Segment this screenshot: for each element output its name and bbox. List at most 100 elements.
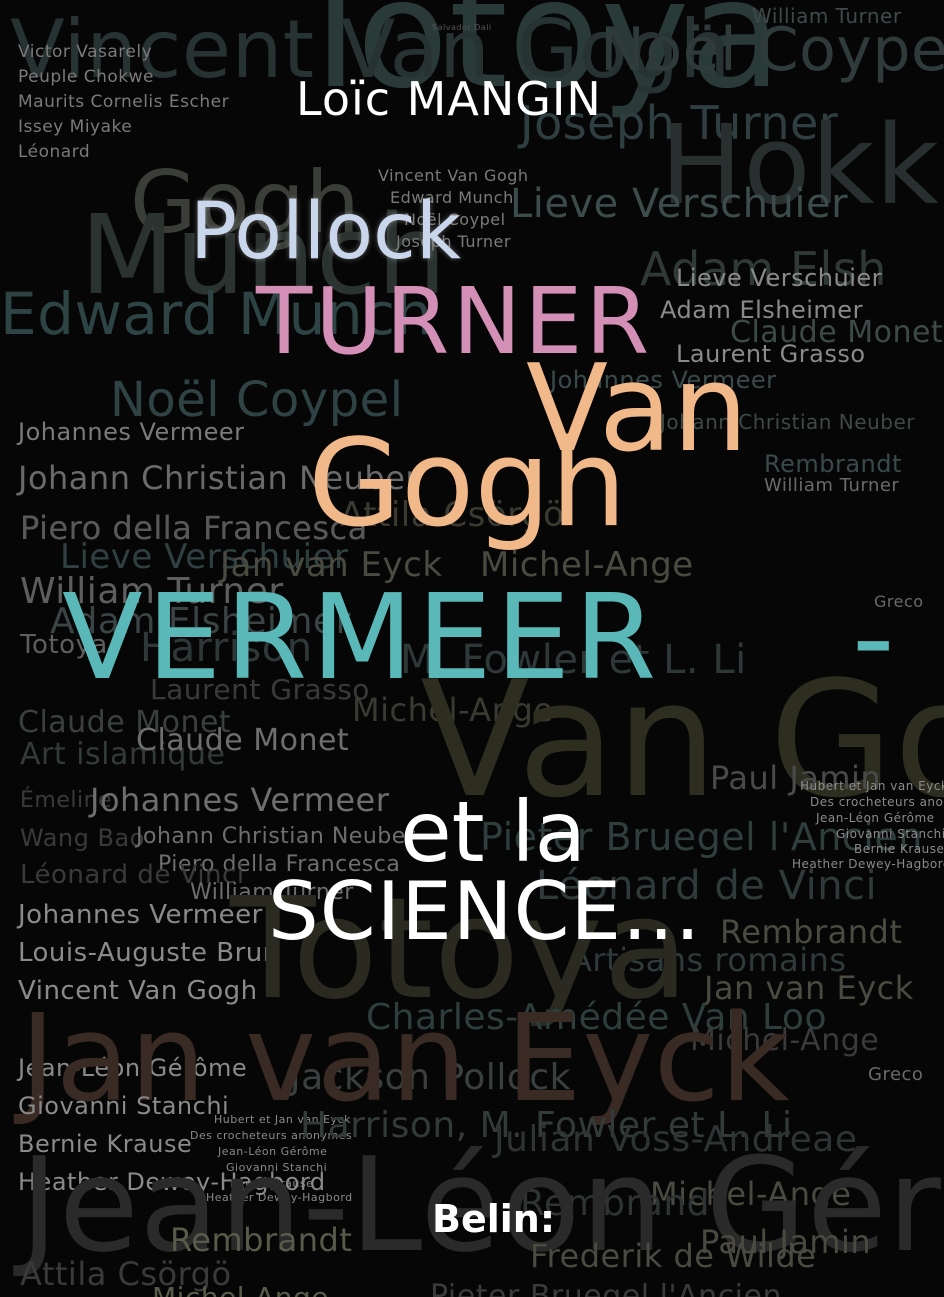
background-artist-name: Michel-Ange: [152, 1284, 329, 1297]
background-artist-name: Johannes Vermeer: [18, 900, 263, 930]
background-artist-name: Joseph Turner: [396, 232, 511, 251]
background-artist-name: Gogh: [130, 153, 361, 253]
title-gogh: Gogh: [308, 415, 627, 554]
background-artist-name: M. Fowler et L. Li: [400, 637, 747, 683]
background-artist-name: Hokkr: [660, 101, 944, 229]
background-artist-name: Wang Bao: [20, 824, 145, 852]
background-artist-name: Attila Csörgö: [20, 1255, 232, 1293]
background-artist-name: Lieve Verschuier: [510, 181, 849, 227]
background-artist-name: Jean-Léon Gérôme: [18, 1054, 248, 1082]
background-artist-name: William Turner: [752, 4, 902, 28]
subtitle-et-la: et la: [400, 783, 587, 881]
background-artist-name: Johann Christian Neuber: [18, 459, 420, 497]
background-artist-name: William Turner: [764, 475, 900, 496]
background-artist-name: Paul Jamin: [710, 759, 882, 797]
background-artist-name: Frederik de Wilde: [530, 1237, 817, 1275]
background-artist-name: Des crocheteurs anonymes: [190, 1129, 353, 1142]
background-artist-name: Van Gogh: [420, 646, 944, 833]
title-turner: TURNER: [256, 268, 653, 375]
background-artist-name: Noël Coypel: [110, 372, 404, 428]
background-artist-name: Art islamique: [20, 737, 226, 772]
background-artist-name: Adam Elsheimer: [50, 601, 351, 642]
background-artist-name: Johannes Vermeer: [90, 781, 390, 819]
background-artist-name: Harrison: [140, 625, 313, 671]
background-artist-name: Claude Monet: [18, 705, 232, 740]
background-artist-name: Hubert et Jan van Eyck: [214, 1113, 351, 1126]
background-artist-name: Noël Coypel: [404, 210, 506, 229]
background-artist-name: Laurent Grasso: [676, 340, 866, 368]
background-artist-name: Heather Dewey-Hagbord: [206, 1191, 353, 1204]
background-artist-name: Edward Munch: [390, 188, 514, 207]
background-artist-name: Issey Miyake: [18, 117, 133, 137]
background-artist-name: Pieter Bruegel l'Ancien: [430, 1279, 782, 1297]
background-artist-name: Salvador Dalí: [432, 23, 492, 32]
background-artist-name: Adam Elsheimer: [660, 296, 863, 324]
background-artist-name: Lieve Verschuier: [676, 264, 883, 292]
background-artist-name: Julian Voss-Andreae: [494, 1119, 858, 1160]
subtitle-science: SCIENCE...: [268, 865, 702, 958]
background-artist-name: Léonard de Vinci: [20, 860, 245, 890]
background-artist-name: Greco: [868, 1064, 924, 1085]
background-artist-name: Claude Monet: [136, 723, 350, 758]
background-artist-name: Heather Dewey-Hagbord: [792, 857, 944, 871]
background-artist-name: Rembrandt: [520, 1183, 725, 1224]
background-artist-name: Jean-Léon Gérôme: [20, 1129, 944, 1281]
background-artist-name: Jan van Eyck: [220, 545, 443, 585]
background-artist-name: Vincent Van Gogh: [378, 166, 529, 185]
background-artist-name: Johann Christian Neuber: [660, 410, 915, 434]
background-artist-name: Bernie Krause: [230, 1177, 314, 1190]
background-artist-name: William Turner: [190, 880, 354, 905]
background-artist-name: Johann Christian Neuber: [136, 824, 416, 849]
background-artist-name: Des crocheteurs anonymes: [810, 795, 944, 809]
title-pollock: Pollock: [190, 187, 462, 277]
background-artist-name: Peuple Chokwe: [18, 67, 155, 87]
background-artist-name: William Turner: [20, 571, 284, 612]
background-artist-name: Rembrandt: [764, 450, 902, 478]
background-artist-name: Victor Vasarely: [18, 42, 153, 62]
publisher-logo: Belin:: [432, 1197, 556, 1241]
background-artist-name: Totoya: [230, 868, 690, 1031]
title-van: Van: [526, 340, 749, 479]
background-artist-name: Michel-Ange: [480, 545, 694, 585]
background-artist-name: Pieter Bruegel l'Ancien: [480, 815, 923, 859]
background-artist-name: Noël Coypel: [600, 15, 944, 85]
title-dash: -: [852, 568, 895, 706]
background-artist-name: Jan van Eyck: [20, 990, 791, 1129]
background-artist-name: Hubert et Jan van Eyck: [800, 779, 944, 793]
background-artist-name: Joseph Turner: [520, 96, 839, 150]
background-artist-name: Heather Dewey-Hagbord: [18, 1168, 326, 1196]
background-artist-name: Harrison, M. Fowler et L. Li: [300, 1105, 793, 1146]
background-artist-name: Attila Csörgö: [340, 495, 565, 535]
background-artist-name: Léonard: [18, 142, 91, 162]
background-artist-name: Adam Elsh: [640, 242, 887, 296]
background-artist-name: Charles-Amédée Van Loo: [366, 997, 827, 1038]
background-artist-name: Michel-Ange: [650, 1175, 852, 1213]
background-artist-name: Lieve Verschuier: [60, 537, 349, 577]
background-artist-name: Bernie Krause: [18, 1130, 193, 1158]
background-artist-name: Vincent Van Gogh: [18, 976, 258, 1006]
background-artist-name: Munch: [80, 191, 448, 319]
background-artist-name: Claude Monet: [730, 315, 944, 350]
background-artist-name: Jan van Eyck: [704, 969, 914, 1007]
background-artist-name: Totoya: [20, 630, 108, 660]
background-artist-name: Giovanni Stanchi: [836, 827, 944, 841]
background-artist-name: Émeline: [20, 788, 113, 813]
background-artist-name: Piero della Francesca: [20, 509, 368, 547]
background-artist-name: Giovanni Stanchi: [18, 1092, 230, 1120]
background-artist-name: Michel-Ange: [690, 1023, 880, 1058]
background-artist-name: Giovanni Stanchi: [226, 1161, 328, 1174]
background-artist-name: Greco: [874, 592, 924, 611]
background-artist-name: Bernie Krause: [854, 842, 944, 856]
background-artist-name: Piero della Francesca: [20, 509, 368, 547]
author-name: Loïc MANGIN: [296, 72, 602, 126]
background-artist-name: Jackson Pollock: [290, 1057, 571, 1098]
background-artist-name: Totoya: [290, 0, 783, 122]
background-artist-name: Rembrandt: [720, 913, 903, 951]
background-artist-name: Rembrandt: [170, 1221, 353, 1259]
background-artist-name: Louis-Auguste Brun: [18, 938, 280, 968]
background-artist-name: Artisans romains: [570, 941, 847, 979]
background-artist-name: Johannes Vermeer: [550, 366, 777, 394]
background-artist-name: Edward Munch: [0, 280, 433, 348]
background-artist-name: Maurits Cornelis Escher: [18, 92, 230, 112]
background-artist-name: Léonard de Vinci: [536, 863, 878, 909]
